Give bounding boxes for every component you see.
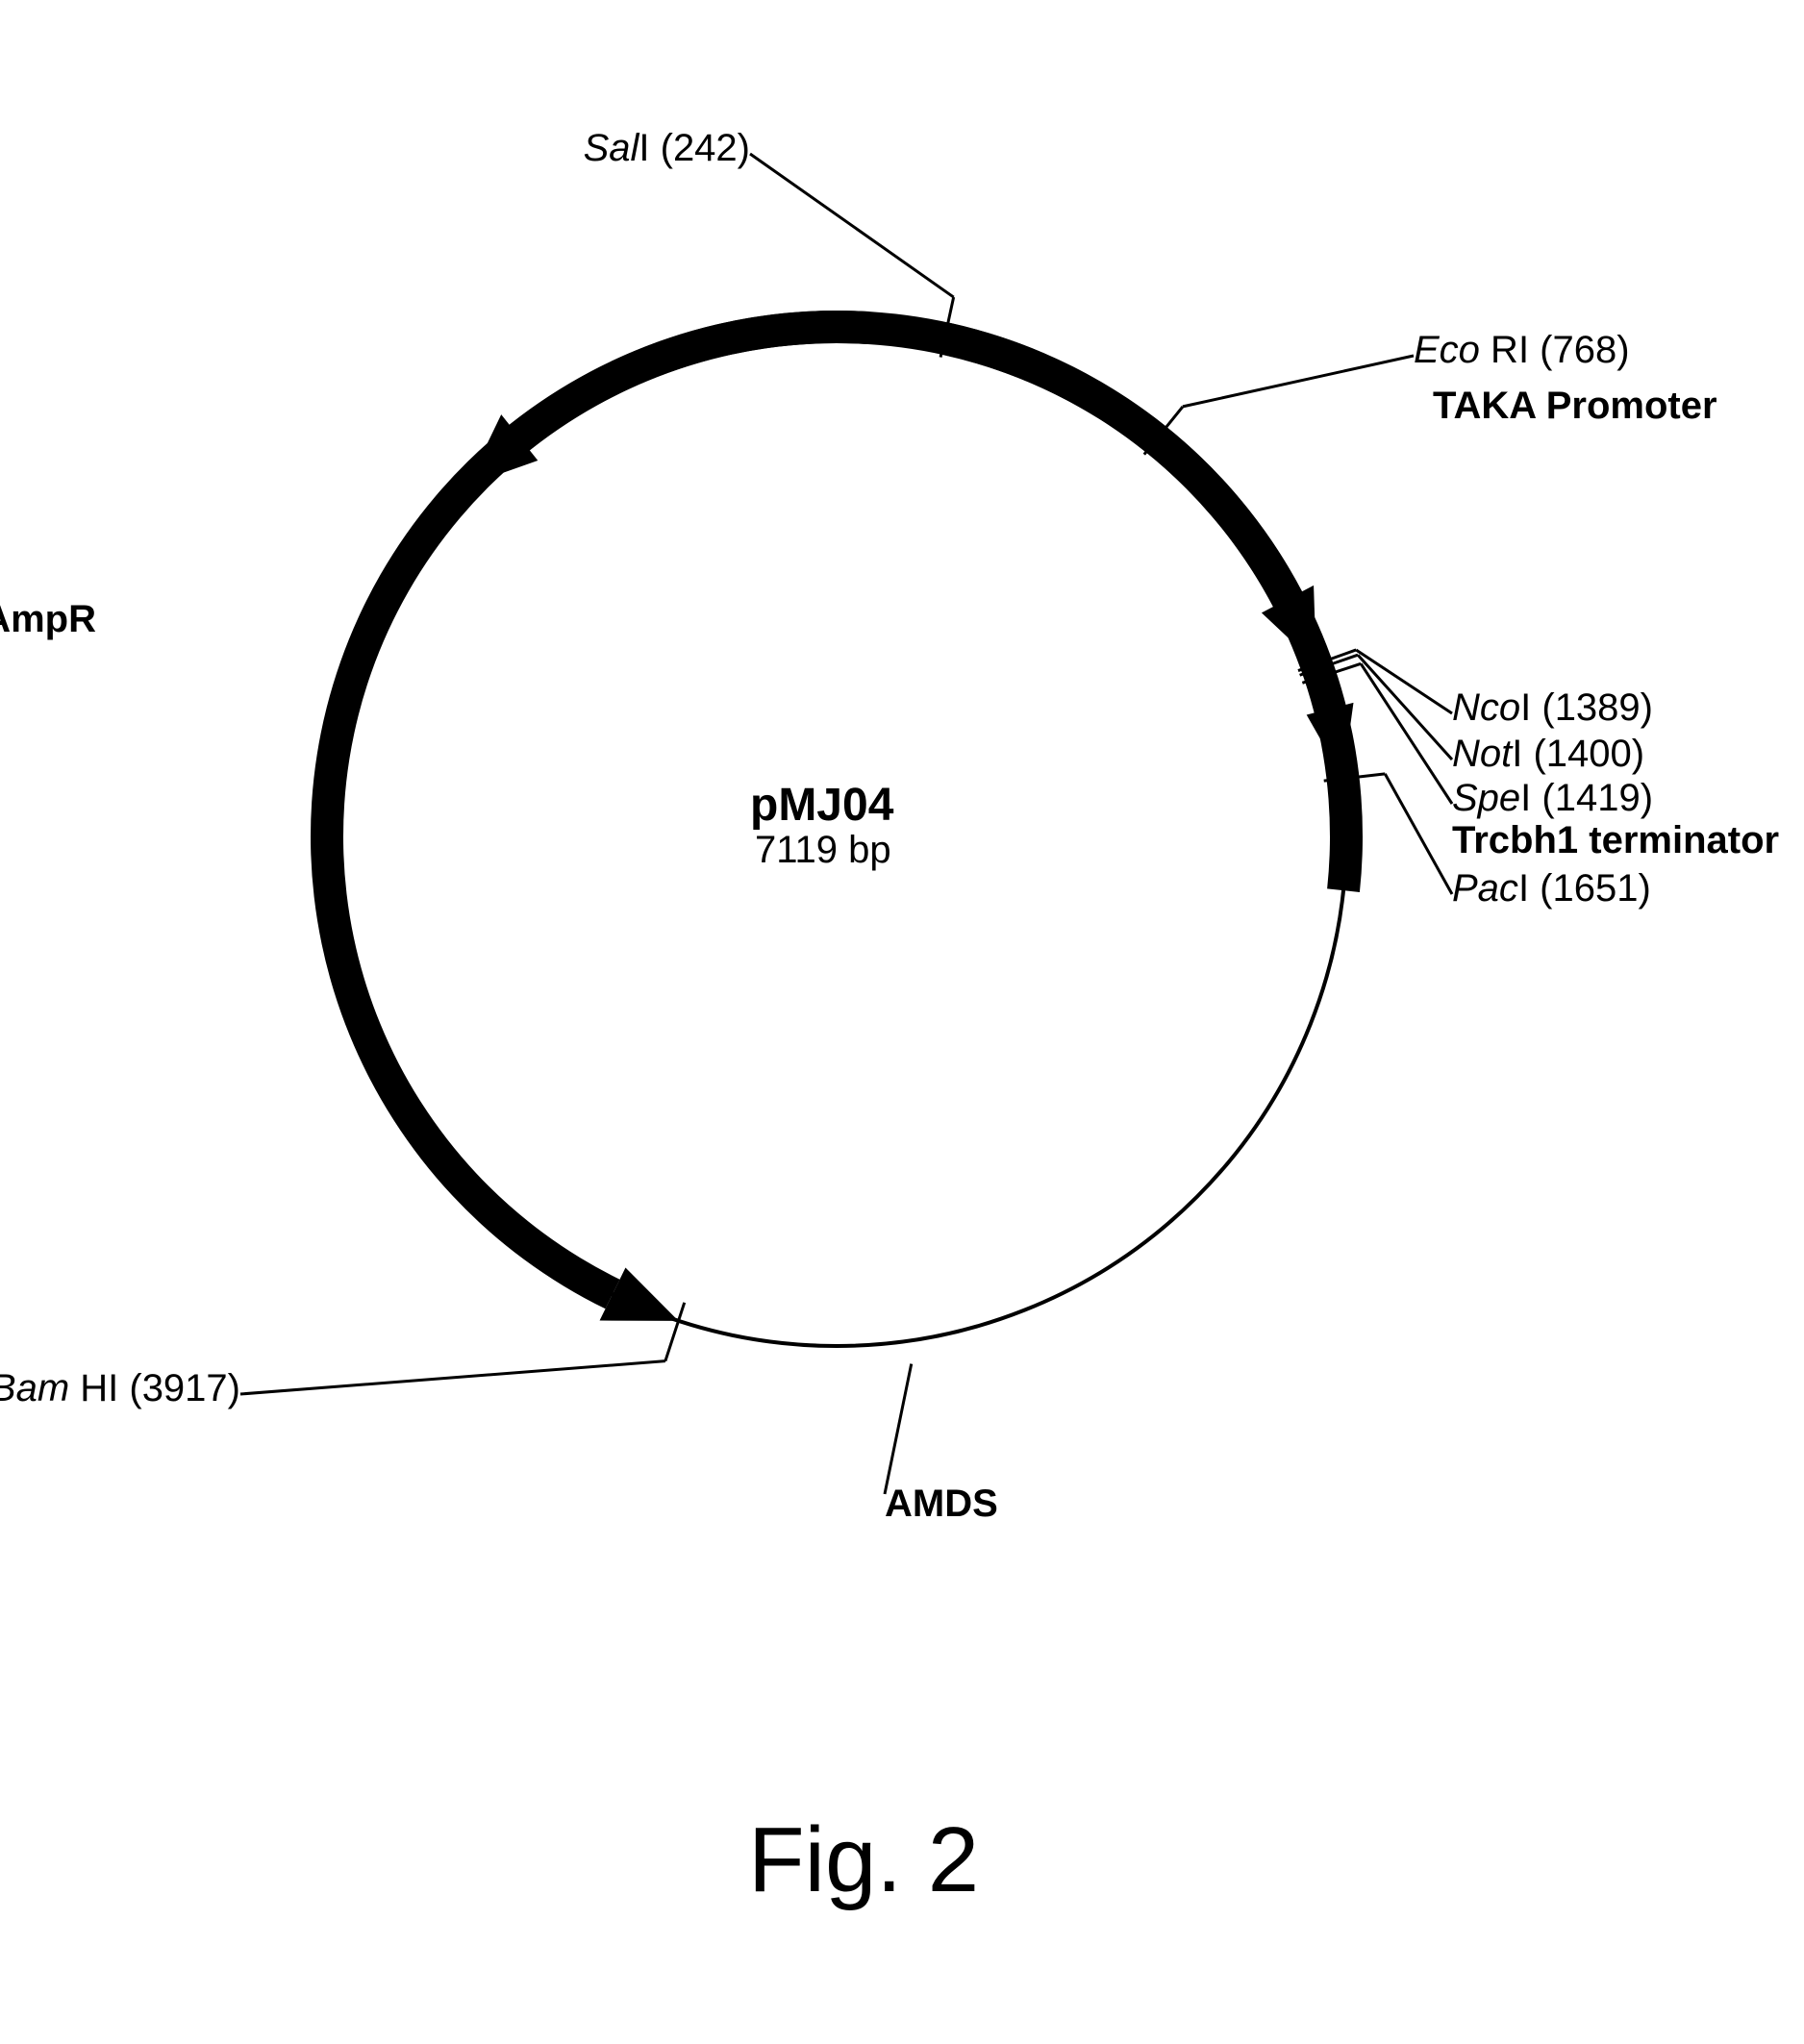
plasmid-svg [0, 0, 1804, 2044]
feature-label-amds: AMDS [885, 1483, 998, 1526]
site-label-spei: SpeI (1419) [1452, 777, 1653, 820]
site-label-ncoi: NcoI (1389) [1452, 686, 1653, 730]
plasmid-size: 7119 bp [755, 829, 891, 872]
figure-caption: Fig. 2 [748, 1807, 979, 1913]
site-label-sali: SalI (242) [584, 127, 750, 170]
site-label-paci: PacI (1651) [1452, 867, 1651, 910]
feature-label-taka: TAKA Promoter [1433, 385, 1717, 428]
site-label-noti: NotI (1400) [1452, 733, 1644, 776]
site-label-ecori: Eco RI (768) [1414, 329, 1630, 372]
feature-label-trcbh1: Trcbh1 terminator [1452, 819, 1779, 862]
plasmid-map: pMJ04 7119 bp Fig. 2 AmpR TAKA Promoter Tr… [0, 0, 1804, 2044]
site-label-bamhi: Bam HI (3917) [0, 1367, 240, 1410]
plasmid-name: pMJ04 [750, 779, 893, 832]
feature-label-ampR: AmpR [0, 598, 96, 641]
